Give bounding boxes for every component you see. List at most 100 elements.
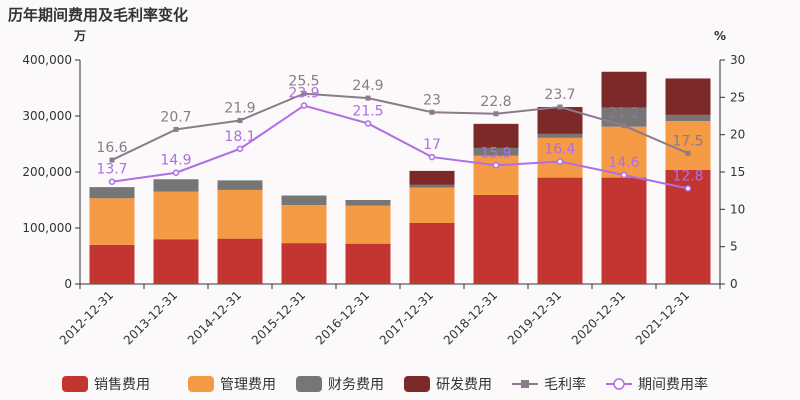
bar-segment <box>665 121 711 170</box>
data-label: 16.4 <box>544 142 575 158</box>
data-label: 17 <box>423 137 441 153</box>
bar-segment <box>601 126 647 178</box>
data-label: 20.7 <box>160 109 191 125</box>
y-right-tick-label: 30 <box>730 53 745 67</box>
bar-segment <box>345 243 391 284</box>
legend-marker <box>521 380 529 388</box>
line-point <box>237 117 243 123</box>
bar-segment <box>217 180 263 190</box>
data-label: 14.9 <box>160 153 191 169</box>
bar-segment <box>473 155 519 195</box>
legend-swatch <box>404 376 430 392</box>
bar-segment <box>153 239 199 284</box>
line-series <box>111 104 689 190</box>
data-label: 17.5 <box>672 133 703 149</box>
bar-segment <box>409 170 455 185</box>
line-point <box>620 171 628 179</box>
bar-segment <box>473 194 519 284</box>
y-right-tick-label: 5 <box>730 240 738 254</box>
data-label: 23.9 <box>288 86 319 102</box>
bar-segment <box>153 191 199 240</box>
chart-title: 历年期间费用及毛利率变化 <box>8 6 189 24</box>
data-label: 21.2 <box>608 106 639 122</box>
bar-segment <box>345 205 391 244</box>
bar-segment <box>89 187 135 199</box>
line-point <box>236 145 244 153</box>
y-right-tick-label: 20 <box>730 128 745 142</box>
y-left-tick-label: 400,000 <box>22 53 72 67</box>
legend-label: 销售费用 <box>94 377 150 393</box>
line-point <box>684 185 692 192</box>
line-point <box>621 123 627 129</box>
bar-segment <box>217 189 263 239</box>
legend-label: 期间费用率 <box>638 376 708 393</box>
bar-segment <box>537 133 583 138</box>
data-label: 21.5 <box>352 103 383 119</box>
data-label: 21.9 <box>224 100 255 116</box>
x-tick-label: 2017-12-31 <box>377 288 436 347</box>
y-axis-left-unit: 万 <box>73 29 86 43</box>
line-point <box>492 162 500 169</box>
y-right-tick-label: 15 <box>730 165 745 179</box>
x-tick-label: 2014-12-31 <box>185 288 244 347</box>
line-point <box>108 178 116 185</box>
y-left-tick-label: 300,000 <box>22 109 72 123</box>
x-tick-label: 2019-12-31 <box>505 288 564 347</box>
bar-segment <box>473 123 519 148</box>
y-right-tick-label: 0 <box>730 277 738 291</box>
line-point <box>365 95 371 101</box>
line-point <box>557 104 563 110</box>
data-label: 12.8 <box>672 168 703 184</box>
data-label: 24.9 <box>352 78 383 94</box>
y-left-tick-label: 0 <box>64 277 72 291</box>
data-label: 23 <box>423 92 441 108</box>
x-tick-label: 2016-12-31 <box>313 288 372 347</box>
bar-segment <box>473 147 519 156</box>
data-label: 25.5 <box>288 74 319 90</box>
bar-segment <box>665 114 711 122</box>
x-tick-label: 2021-12-31 <box>633 288 692 347</box>
bar-segment <box>281 243 327 284</box>
bar-segment <box>89 198 135 245</box>
line-point <box>493 111 499 117</box>
bar-segment <box>665 78 711 115</box>
bar-segment <box>281 205 327 244</box>
legend-swatch <box>188 376 214 392</box>
data-label: 22.8 <box>480 94 511 110</box>
bar-segment <box>537 137 583 178</box>
bar-segment <box>601 71 647 108</box>
bar-segment <box>345 200 391 206</box>
bar-segment <box>89 244 135 284</box>
x-tick-label: 2020-12-31 <box>569 288 628 347</box>
legend-label: 毛利率 <box>544 376 586 393</box>
bar-segment <box>217 238 263 284</box>
y-right-tick-label: 25 <box>730 90 745 104</box>
x-tick-label: 2018-12-31 <box>441 288 500 347</box>
data-label: 13.7 <box>96 162 127 178</box>
line-point <box>428 153 436 161</box>
line-point <box>556 158 564 165</box>
line-point <box>364 120 372 127</box>
legend-swatch <box>296 376 322 392</box>
line-point <box>685 150 691 156</box>
bar-segment <box>601 177 647 284</box>
legend-marker <box>613 378 625 390</box>
y-left-tick-label: 200,000 <box>22 165 72 179</box>
bar-segment <box>409 184 455 188</box>
legend-label: 财务费用 <box>328 377 384 393</box>
bar-segment <box>153 179 199 192</box>
data-label: 16.6 <box>96 140 127 156</box>
data-label: 14.6 <box>608 155 639 171</box>
bar-segment <box>409 187 455 223</box>
legend-label: 管理费用 <box>220 377 276 393</box>
x-tick-label: 2012-12-31 <box>57 288 116 347</box>
y-right-tick-label: 10 <box>730 202 745 216</box>
legend-label: 研发费用 <box>436 377 492 393</box>
bar-segment <box>537 177 583 284</box>
bar-segment <box>281 195 327 206</box>
y-left-tick-label: 100,000 <box>22 221 72 235</box>
data-label: 18.1 <box>224 129 255 145</box>
y-axis-right-unit: % <box>714 29 726 43</box>
